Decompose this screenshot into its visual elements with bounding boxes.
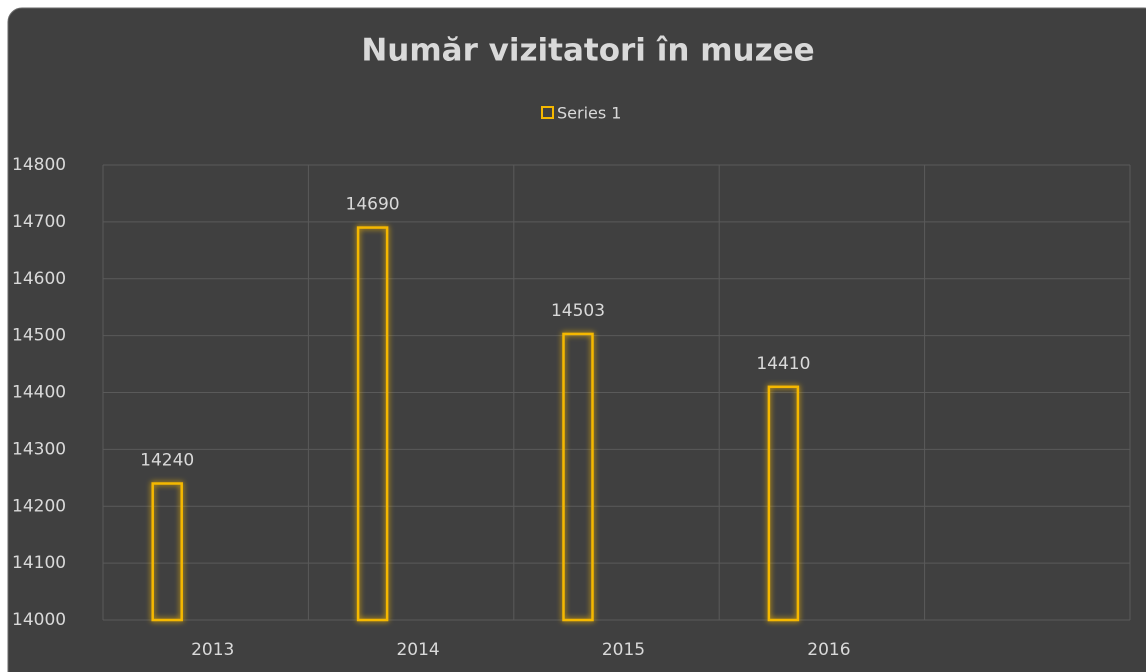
legend-label: Series 1 xyxy=(557,104,621,123)
y-tick-label: 14400 xyxy=(12,383,66,403)
bar xyxy=(151,482,183,622)
y-tick-label: 14200 xyxy=(12,496,66,516)
y-tick-label: 14300 xyxy=(12,439,66,459)
data-label: 14240 xyxy=(140,451,194,471)
y-tick-label: 14100 xyxy=(12,553,66,573)
legend-swatch xyxy=(541,106,554,119)
chart-title: Număr vizitatori în muzee xyxy=(361,33,814,69)
y-tick-label: 14000 xyxy=(12,610,66,630)
y-tick-label: 14800 xyxy=(12,155,66,175)
data-label: 14503 xyxy=(551,301,605,321)
x-tick-label: 2015 xyxy=(602,640,645,660)
x-tick-label: 2016 xyxy=(807,640,850,660)
x-tick-label: 2013 xyxy=(191,640,234,660)
y-tick-label: 14700 xyxy=(12,212,66,232)
bar xyxy=(562,332,594,622)
bar xyxy=(356,226,389,622)
y-tick-label: 14500 xyxy=(12,326,66,346)
data-label: 14410 xyxy=(756,354,810,374)
x-tick-label: 2014 xyxy=(396,640,439,660)
bar xyxy=(767,385,800,622)
y-tick-label: 14600 xyxy=(12,269,66,289)
data-label: 14690 xyxy=(346,195,400,215)
